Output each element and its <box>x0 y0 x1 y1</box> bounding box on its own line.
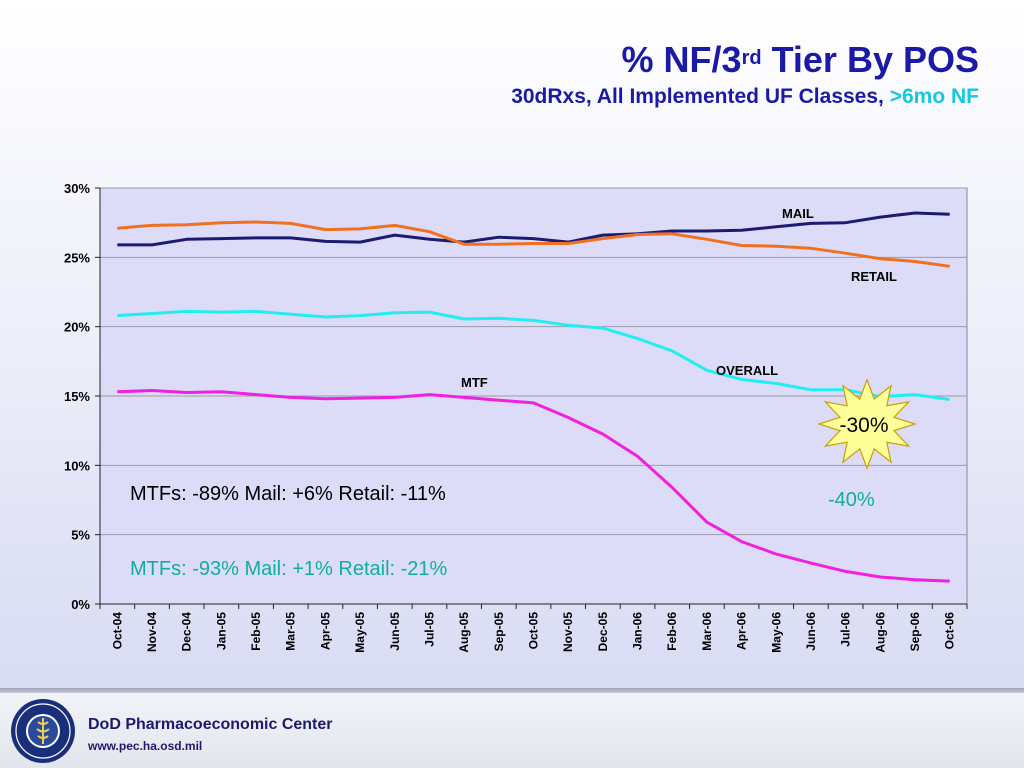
x-tick-label: Dec-04 <box>180 612 194 652</box>
y-tick-label: 5% <box>71 528 90 543</box>
title-prefix: % NF/3 <box>621 39 742 80</box>
x-tick-label: May-05 <box>353 612 367 653</box>
x-tick-label: Oct-06 <box>943 612 957 650</box>
x-tick-label: Mar-05 <box>284 612 298 651</box>
starburst-shape <box>817 378 917 470</box>
series-line-overall <box>117 309 950 401</box>
x-tick-label: Jun-05 <box>388 612 402 651</box>
annotation-note-2: MTFs: -93% Mail: +1% Retail: -21% <box>130 558 448 580</box>
mtf-series-label: MTF <box>461 375 488 390</box>
grid-lines <box>100 187 967 536</box>
x-tick-label: Aug-06 <box>873 612 887 653</box>
x-axis-ticks: Oct-04 Nov-04 Dec-04 Jan-05 Feb-05 Mar-05 Apr-… <box>99 604 968 653</box>
starburst-label: -30% <box>839 414 888 437</box>
annotation-note-1: MTFs: -89% Mail: +6% Retail: -11% <box>130 483 446 505</box>
annotations: MAIL RETAIL OVERALL MTF MTFs: -89% Mail: +6%… <box>130 206 917 580</box>
mail-series-label: MAIL <box>782 206 814 221</box>
x-tick-label: Oct-05 <box>527 612 541 650</box>
y-tick-label: 20% <box>64 320 90 335</box>
slide-subtitle: 30dRxs, All Implemented UF Classes, >6mo… <box>511 84 979 110</box>
x-tick-label: Apr-05 <box>318 612 332 650</box>
series-line-mail <box>117 211 950 247</box>
y-tick-label: 10% <box>64 458 90 473</box>
overall-series-label: OVERALL <box>716 363 778 378</box>
x-tick-label: Feb-05 <box>249 612 263 651</box>
x-tick-label: Oct-04 <box>110 612 124 650</box>
footer-org-name: DoD Pharmacoeconomic Center <box>88 716 333 733</box>
footer <box>0 693 1024 768</box>
x-tick-label: Nov-05 <box>561 612 575 652</box>
title-superscript: rd <box>741 47 762 69</box>
series-line-retail <box>117 220 950 268</box>
y-tick-label: 0% <box>71 597 90 612</box>
series-group <box>117 211 950 583</box>
x-tick-label: Jul-05 <box>422 612 436 647</box>
y-tick-label: 30% <box>64 181 90 196</box>
y-tick-label: 15% <box>64 389 90 404</box>
x-tick-label: Sep-06 <box>908 612 922 652</box>
subtitle-highlight: >6mo NF <box>889 85 979 108</box>
x-tick-label: Jan-06 <box>631 612 645 650</box>
x-tick-label: Aug-05 <box>457 612 471 653</box>
title-block: % NF/3rd Tier By POS 30dRxs, All Impleme… <box>511 40 979 110</box>
series-line-mtf <box>117 389 950 583</box>
x-tick-label: May-06 <box>769 612 783 653</box>
title-suffix: Tier By POS <box>761 39 979 80</box>
x-tick-label: Dec-05 <box>596 612 610 652</box>
footer-url: www.pec.ha.osd.mil <box>88 739 203 753</box>
pec-seal-icon <box>11 699 75 763</box>
x-tick-label: Mar-06 <box>700 612 714 651</box>
x-tick-label: Nov-04 <box>145 612 159 652</box>
y-axis-ticks: 0% 5% 10% 15% 20% 25% 30% <box>64 181 967 612</box>
x-tick-label: Jun-06 <box>804 612 818 651</box>
y-tick-label: 25% <box>64 250 90 265</box>
overall-change-label: -40% <box>828 489 875 511</box>
x-tick-label: Jan-05 <box>214 612 228 650</box>
x-tick-label: Apr-06 <box>735 612 749 650</box>
x-tick-label: Jul-06 <box>839 612 853 647</box>
line-chart: 0% 5% 10% 15% 20% 25% 30% Oct-04 Nov-04 Dec-04 Ja… <box>64 181 968 653</box>
retail-series-label: RETAIL <box>851 269 897 284</box>
footer-divider <box>0 688 1024 693</box>
slide-title: % NF/3rd Tier By POS <box>511 40 979 80</box>
x-tick-label: Feb-06 <box>665 612 679 651</box>
x-tick-label: Sep-05 <box>492 612 506 652</box>
subtitle-main: 30dRxs, All Implemented UF Classes, <box>511 85 890 108</box>
